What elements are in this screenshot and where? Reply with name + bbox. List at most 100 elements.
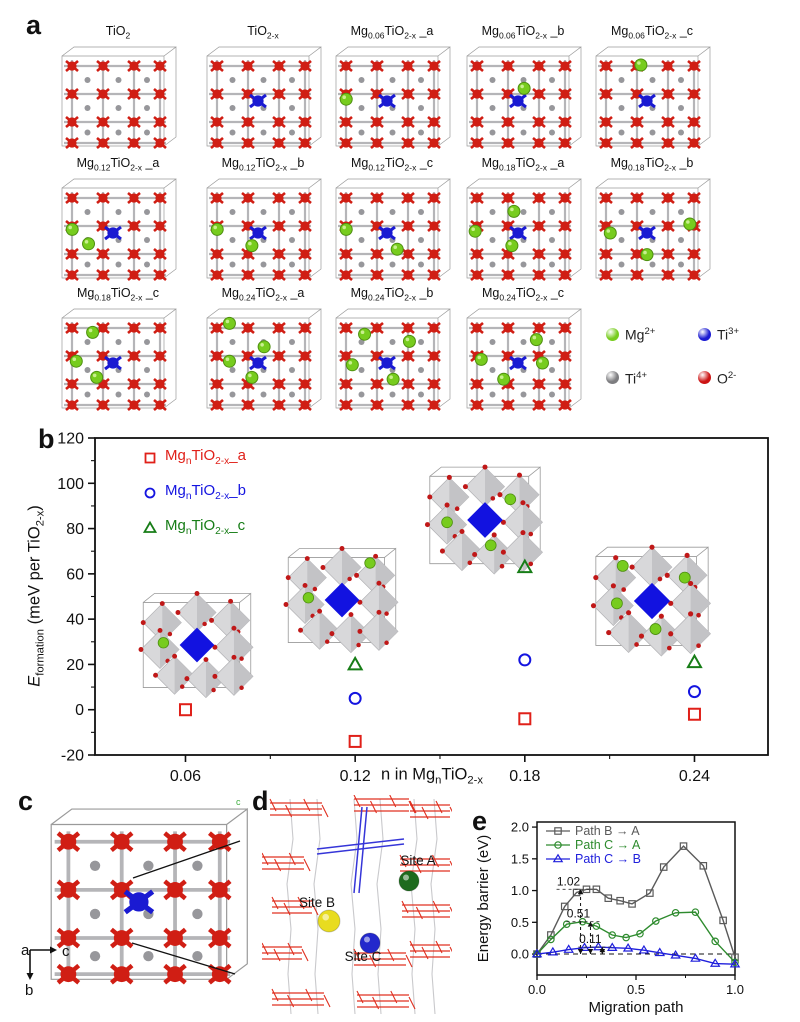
site-marker: Site B (299, 895, 341, 933)
atom-legend: Mg2+ Ti3+ Ti4+ O2- (606, 326, 796, 386)
legend-item: MgnTiO2-x_b (142, 481, 246, 503)
structure-image (466, 46, 582, 149)
axis-c-label: c (62, 943, 70, 960)
site-label: Site C (345, 949, 382, 964)
site-label: Site B (299, 895, 335, 910)
atom-legend-item: Ti3+ (698, 326, 790, 343)
panel-d-label: d (252, 786, 269, 816)
legend-item: MgnTiO2-x_c (142, 516, 246, 538)
wireframe-lattice (262, 795, 452, 1015)
y-tick-label: 0 (75, 702, 84, 719)
axis-b-label: b (25, 982, 33, 999)
structure-image (206, 308, 322, 411)
legend-label: Path C → B (575, 852, 641, 866)
formation-energy-y-axis-label: Eformation (meV per TiO2-x) (25, 505, 47, 687)
formation-energy-legend: MgnTiO2-x_a MgnTiO2-x_b MgnTiO2-x_c (142, 446, 246, 551)
atom-color-icon (698, 327, 711, 341)
structure-cell: Mg0.06TiO2-x _b (453, 24, 593, 152)
legend-item: Path B → A (546, 824, 640, 838)
structure-cell: TiO2-x (193, 24, 333, 152)
panel-a-structures: TiO2 TiO2-x Mg0.06TiO2-x _a Mg0.06TiO2-x _b… (30, 14, 790, 426)
atom-color-icon (698, 371, 711, 385)
crystal-structure-drawing (335, 46, 451, 149)
crystal-structure-drawing (206, 46, 322, 149)
y-tick-label: 1.5 (511, 851, 529, 866)
y-tick-label: 60 (66, 566, 84, 583)
y-tick-label: 0.0 (511, 947, 529, 962)
panel-b-label: b (38, 424, 55, 454)
structure-cell: Mg0.18TiO2-x _b (582, 156, 722, 284)
interstitial-sites-view: Site A Site B Site C (262, 795, 452, 1015)
site-marker: Site C (345, 932, 382, 964)
line-series (531, 941, 741, 968)
polyhedra-inset (590, 544, 711, 657)
crystal-structure-drawing (206, 178, 322, 281)
structure-cell: Mg0.12TiO2-x _c (322, 156, 462, 284)
structure-image (61, 46, 177, 149)
structure-title: Mg0.06TiO2-x _c (610, 24, 694, 41)
structure-image (466, 308, 582, 411)
crystal-structure-drawing (206, 308, 322, 411)
y-tick-label: 100 (57, 476, 84, 493)
crystal-structure-drawing (61, 46, 177, 149)
legend-label: Path B → A (575, 824, 640, 838)
formation-energy-chart: -20 0 20 40 60 80 100 120 0.06 0.12 0.18 0.24 (57, 431, 769, 785)
structure-title: TiO2 (105, 24, 131, 41)
structure-cell: Mg0.24TiO2-x _b (322, 286, 462, 414)
structure-title: Mg0.18TiO2-x _c (76, 286, 160, 303)
x-tick-label: 0.06 (170, 768, 201, 785)
line-series (533, 842, 739, 962)
annotation-value: 0.11 (579, 932, 602, 946)
structure-image (206, 178, 322, 281)
x-tick-label: 0.0 (528, 982, 546, 997)
legend-item: Path C → B (546, 852, 641, 866)
formation-energy-x-axis-label: n in MgnTiO2-x (381, 765, 483, 787)
structure-image (466, 178, 582, 281)
legend-label: Path C → A (575, 838, 641, 852)
crystal-structure-drawing (595, 46, 711, 149)
scatter-series (178, 703, 701, 748)
x-tick-label: 0.5 (627, 982, 645, 997)
panel-a-label: a (26, 10, 42, 40)
x-axis-label: Migration path (588, 999, 683, 1016)
crystal-structure-drawing (335, 308, 451, 411)
crystal-structure-view: a c b c (21, 797, 248, 999)
atom-legend-label: Mg2+ (625, 326, 656, 343)
y-tick-label: 120 (57, 431, 84, 448)
energy-barrier-chart: 0.0 0.5 1.0 1.5 2.0 0.0 0.5 1.0 Migration path En… (475, 820, 744, 1016)
annotation-value: 0.51 (567, 907, 591, 921)
crystal-structure-drawing (595, 178, 711, 281)
site-label: Site A (400, 853, 435, 868)
structure-cell: Mg0.24TiO2-x _c (453, 286, 593, 414)
structure-image (61, 308, 177, 411)
y-tick-label: 1.0 (511, 883, 529, 898)
y-axis-label: Energy barrier (eV) (475, 835, 492, 963)
structure-cell: TiO2 (48, 24, 188, 152)
x-tick-label: 1.0 (726, 982, 744, 997)
structure-title: Mg0.24TiO2-x _b (350, 286, 434, 303)
structure-title: Mg0.18TiO2-x _b (610, 156, 694, 173)
y-tick-label: 80 (66, 521, 84, 538)
legend-label: MgnTiO2-x_b (165, 482, 246, 502)
crystal-structure-drawing (61, 178, 177, 281)
atom-legend-label: Ti4+ (625, 369, 648, 387)
structure-cell: Mg0.24TiO2-x _a (193, 286, 333, 414)
circle-marker-icon (144, 487, 156, 499)
y-tick-label: 0.5 (511, 915, 529, 930)
triangle-marker-icon (142, 520, 158, 533)
scatter-series (348, 653, 701, 705)
y-tick-label: -20 (61, 748, 84, 765)
structure-title: Mg0.18TiO2-x _a (481, 156, 565, 173)
structure-title: Mg0.12TiO2-x _a (76, 156, 160, 173)
structure-cell: Mg0.12TiO2-x _a (48, 156, 188, 284)
annotation: 0.51 (566, 907, 603, 955)
crystal-structure-drawing (466, 178, 582, 281)
structure-cell: Mg0.18TiO2-x _a (453, 156, 593, 284)
scatter-series (346, 558, 703, 671)
annotation-value: 1.02 (557, 874, 581, 888)
panel-e-label: e (472, 806, 488, 836)
y-tick-label: 40 (66, 612, 84, 629)
legend-item: Path C → A (546, 838, 641, 852)
atom-legend-label: O2- (717, 369, 737, 387)
